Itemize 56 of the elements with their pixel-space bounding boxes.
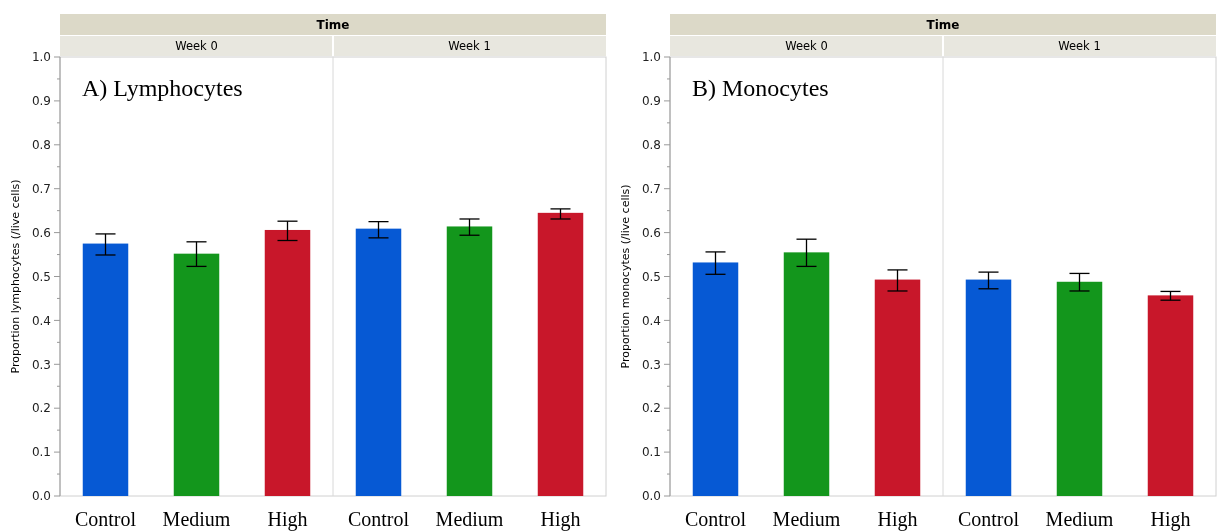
x-tick-label: Control [684,508,746,530]
bar [82,243,129,496]
y-tick-label: 1.0 [31,50,51,65]
x-tick-label: High [877,508,917,531]
y-tick-label: 0.9 [31,94,51,109]
y-tick-label: 0.5 [641,269,661,284]
text: Week 1 [448,39,491,53]
x-tick-label: Medium [435,508,504,530]
x-tick-label: Control [347,508,410,530]
bar [692,262,738,496]
y-tick-label: 0.1 [641,445,661,460]
y-tick-label: 0.6 [31,225,51,240]
text: A) Lymphocytes [82,75,243,101]
bar [537,212,584,496]
x-tick-label: Control [74,508,137,530]
y-tick-label: 0.7 [31,181,51,196]
y-tick-label: 0.3 [641,357,661,372]
bar [1147,295,1193,496]
bar [355,228,402,496]
bar [264,229,311,496]
y-tick-label: 0.8 [31,138,51,152]
bar [1056,281,1102,496]
y-axis-title: Proportion lymphocytes (/live cells) [9,179,22,374]
text: Week 0 [175,39,218,53]
y-tick-label: 0.2 [31,401,51,416]
bar [173,253,220,496]
text: Week 1 [1057,39,1101,53]
y-tick-label: 0.0 [641,489,661,504]
x-tick-label: Control [957,508,1019,530]
x-tick-label: High [540,508,581,531]
y-axis-title: Proportion monocytes (/live cells) [618,184,632,369]
x-tick-label: High [267,508,308,531]
text: B) Monocytes [691,75,829,101]
y-tick-label: 0.7 [641,181,661,196]
y-tick-label: 0.6 [641,225,661,240]
y-tick-label: 0.4 [641,313,661,328]
x-tick-label: High [1150,508,1190,531]
y-tick-label: 0.4 [31,313,51,328]
y-tick-label: 0.9 [641,94,661,109]
bar [965,279,1011,496]
bar [874,279,920,496]
y-tick-label: 0.0 [31,489,51,504]
y-tick-label: 0.8 [641,138,661,152]
y-tick-label: 0.3 [31,357,51,372]
y-tick-label: 0.5 [31,269,51,284]
x-tick-label: Medium [162,508,231,530]
text: Time [316,18,350,32]
y-tick-label: 0.2 [641,401,661,416]
text: Week 0 [784,39,828,53]
text: Time [926,18,959,32]
x-tick-label: Medium [1045,508,1114,530]
y-tick-label: 0.1 [31,445,51,460]
x-tick-label: Medium [772,508,841,530]
bar [446,226,493,496]
y-tick-label: 1.0 [641,50,661,65]
bar [783,252,829,496]
